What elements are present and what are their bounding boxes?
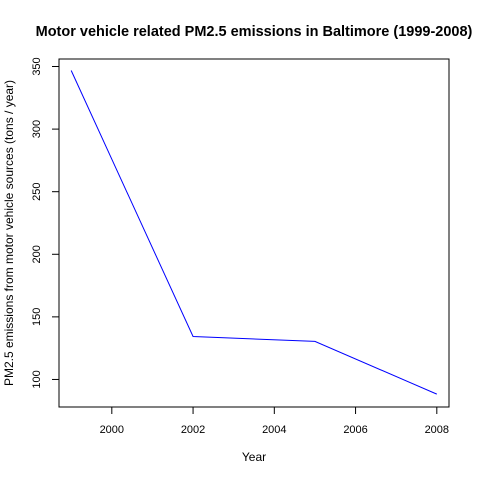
x-tick-label: 2000 <box>100 424 124 436</box>
y-tick-label: 150 <box>31 308 43 326</box>
y-tick-label: 300 <box>31 120 43 138</box>
y-axis-label: PM2.5 emissions from motor vehicle sourc… <box>2 80 16 386</box>
x-tick-label: 2002 <box>181 424 205 436</box>
y-tick-label: 100 <box>31 370 43 388</box>
x-tick-label: 2004 <box>262 424 286 436</box>
y-tick-label: 350 <box>31 57 43 75</box>
x-axis-label: Year <box>242 450 266 464</box>
x-tick-label: 2008 <box>425 424 449 436</box>
x-tick-label: 2006 <box>343 424 367 436</box>
y-tick-label: 200 <box>31 245 43 263</box>
y-tick-label: 250 <box>31 183 43 201</box>
chart-title: Motor vehicle related PM2.5 emissions in… <box>36 24 473 40</box>
